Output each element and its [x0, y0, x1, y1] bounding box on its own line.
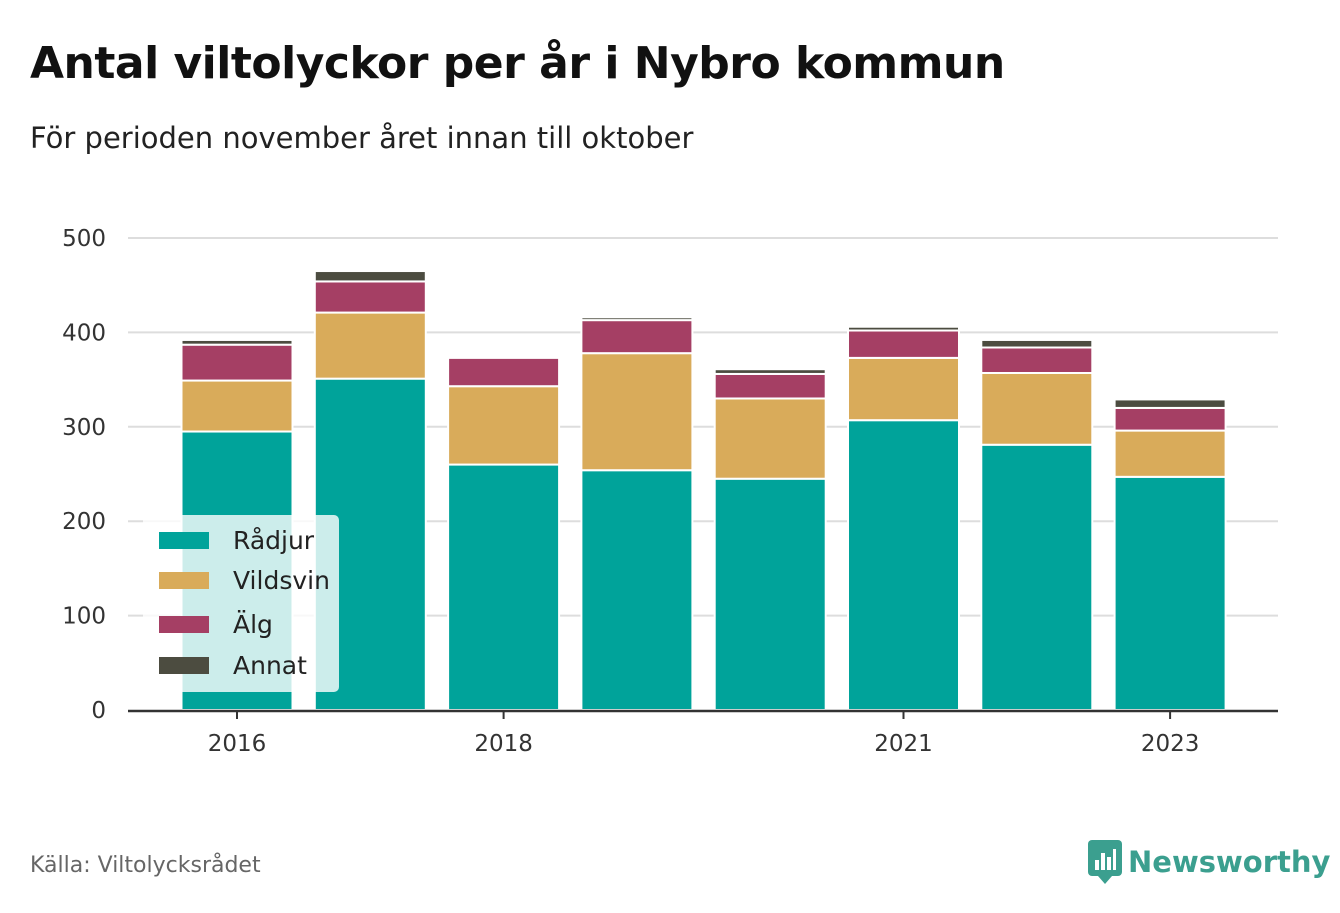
bar-segment[interactable]	[847, 419, 960, 711]
legend-item-alg: Älg	[159, 609, 273, 639]
legend-item-radjur: Rådjur	[159, 525, 314, 555]
legend-item-annat: Annat	[159, 650, 307, 680]
bar-segment[interactable]	[713, 368, 827, 375]
bar-segment[interactable]	[580, 469, 694, 711]
y-tick-label: 400	[62, 320, 106, 346]
legend-label-annat: Annat	[233, 650, 307, 680]
legend-swatch-alg	[159, 615, 209, 633]
bar-segment[interactable]	[713, 477, 827, 711]
bar-segment[interactable]	[447, 356, 561, 388]
bar-segment[interactable]	[580, 352, 694, 472]
y-tick-label: 0	[91, 698, 106, 724]
y-tick-label: 200	[62, 509, 106, 535]
bar-stack[interactable]	[580, 316, 694, 711]
source-note: Källa: Viltolycksrådet	[30, 853, 261, 878]
bar-stack[interactable]	[847, 325, 960, 711]
bar-segment[interactable]	[847, 356, 960, 422]
newsworthy-brand[interactable]: Newsworthy	[1088, 840, 1330, 884]
bar-segment[interactable]	[847, 325, 960, 332]
bar-segment[interactable]	[447, 463, 561, 711]
bar-segment[interactable]	[180, 343, 294, 382]
bar-segment[interactable]	[1113, 406, 1227, 432]
bar-segment[interactable]	[980, 338, 1094, 349]
bar-segment[interactable]	[980, 443, 1094, 711]
brand-name: Newsworthy	[1128, 845, 1331, 879]
bar-segment[interactable]	[980, 346, 1094, 374]
x-axis: 2016 2018 2021 2023	[128, 709, 1278, 757]
legend-swatch-annat	[159, 656, 209, 674]
legend-label-alg: Älg	[233, 609, 273, 639]
bar-segment[interactable]	[447, 385, 561, 466]
bar-stack[interactable]	[713, 368, 827, 711]
bar-segment[interactable]	[1113, 429, 1227, 478]
bar-stack[interactable]	[980, 338, 1094, 711]
bar-segment[interactable]	[1113, 398, 1227, 409]
bar-segment[interactable]	[713, 372, 827, 400]
bar-segment[interactable]	[313, 280, 427, 314]
x-tick-label: 2016	[208, 731, 267, 757]
bar-segment[interactable]	[180, 379, 294, 433]
bar-segment[interactable]	[580, 319, 694, 355]
chart-subtitle: För perioden november året innan till ok…	[30, 121, 694, 155]
legend-item-vildsvin: Vildsvin	[159, 565, 330, 595]
bar-segment[interactable]	[313, 311, 427, 380]
bar-segment[interactable]	[1113, 475, 1227, 711]
bar-stack[interactable]	[1113, 398, 1227, 711]
legend-label-vildsvin: Vildsvin	[233, 565, 330, 595]
x-tick-label: 2023	[1141, 731, 1200, 757]
bar-segment[interactable]	[847, 329, 960, 359]
legend-label-radjur: Rådjur	[233, 525, 315, 555]
bar-segment[interactable]	[313, 270, 427, 283]
newsworthy-logo-icon	[1088, 840, 1122, 884]
y-tick-label: 300	[62, 415, 106, 441]
bar-stack[interactable]	[447, 356, 561, 711]
y-tick-label: 100	[62, 604, 106, 630]
chart-title: Antal viltolyckor per år i Nybro kommun	[30, 38, 1005, 89]
y-tick-label: 500	[62, 226, 106, 252]
y-axis-tick-labels: 0 100 200 300 400 500	[62, 226, 106, 724]
legend-swatch-radjur	[159, 531, 209, 549]
bar-segment[interactable]	[580, 316, 694, 322]
x-tick-label: 2018	[474, 731, 533, 757]
legend: Rådjur Vildsvin Älg Annat	[143, 515, 339, 692]
x-tick-label: 2021	[874, 731, 933, 757]
bar-segment[interactable]	[713, 397, 827, 480]
legend-swatch-vildsvin	[159, 571, 209, 589]
bar-segment[interactable]	[180, 338, 294, 346]
bar-segment[interactable]	[980, 371, 1094, 446]
